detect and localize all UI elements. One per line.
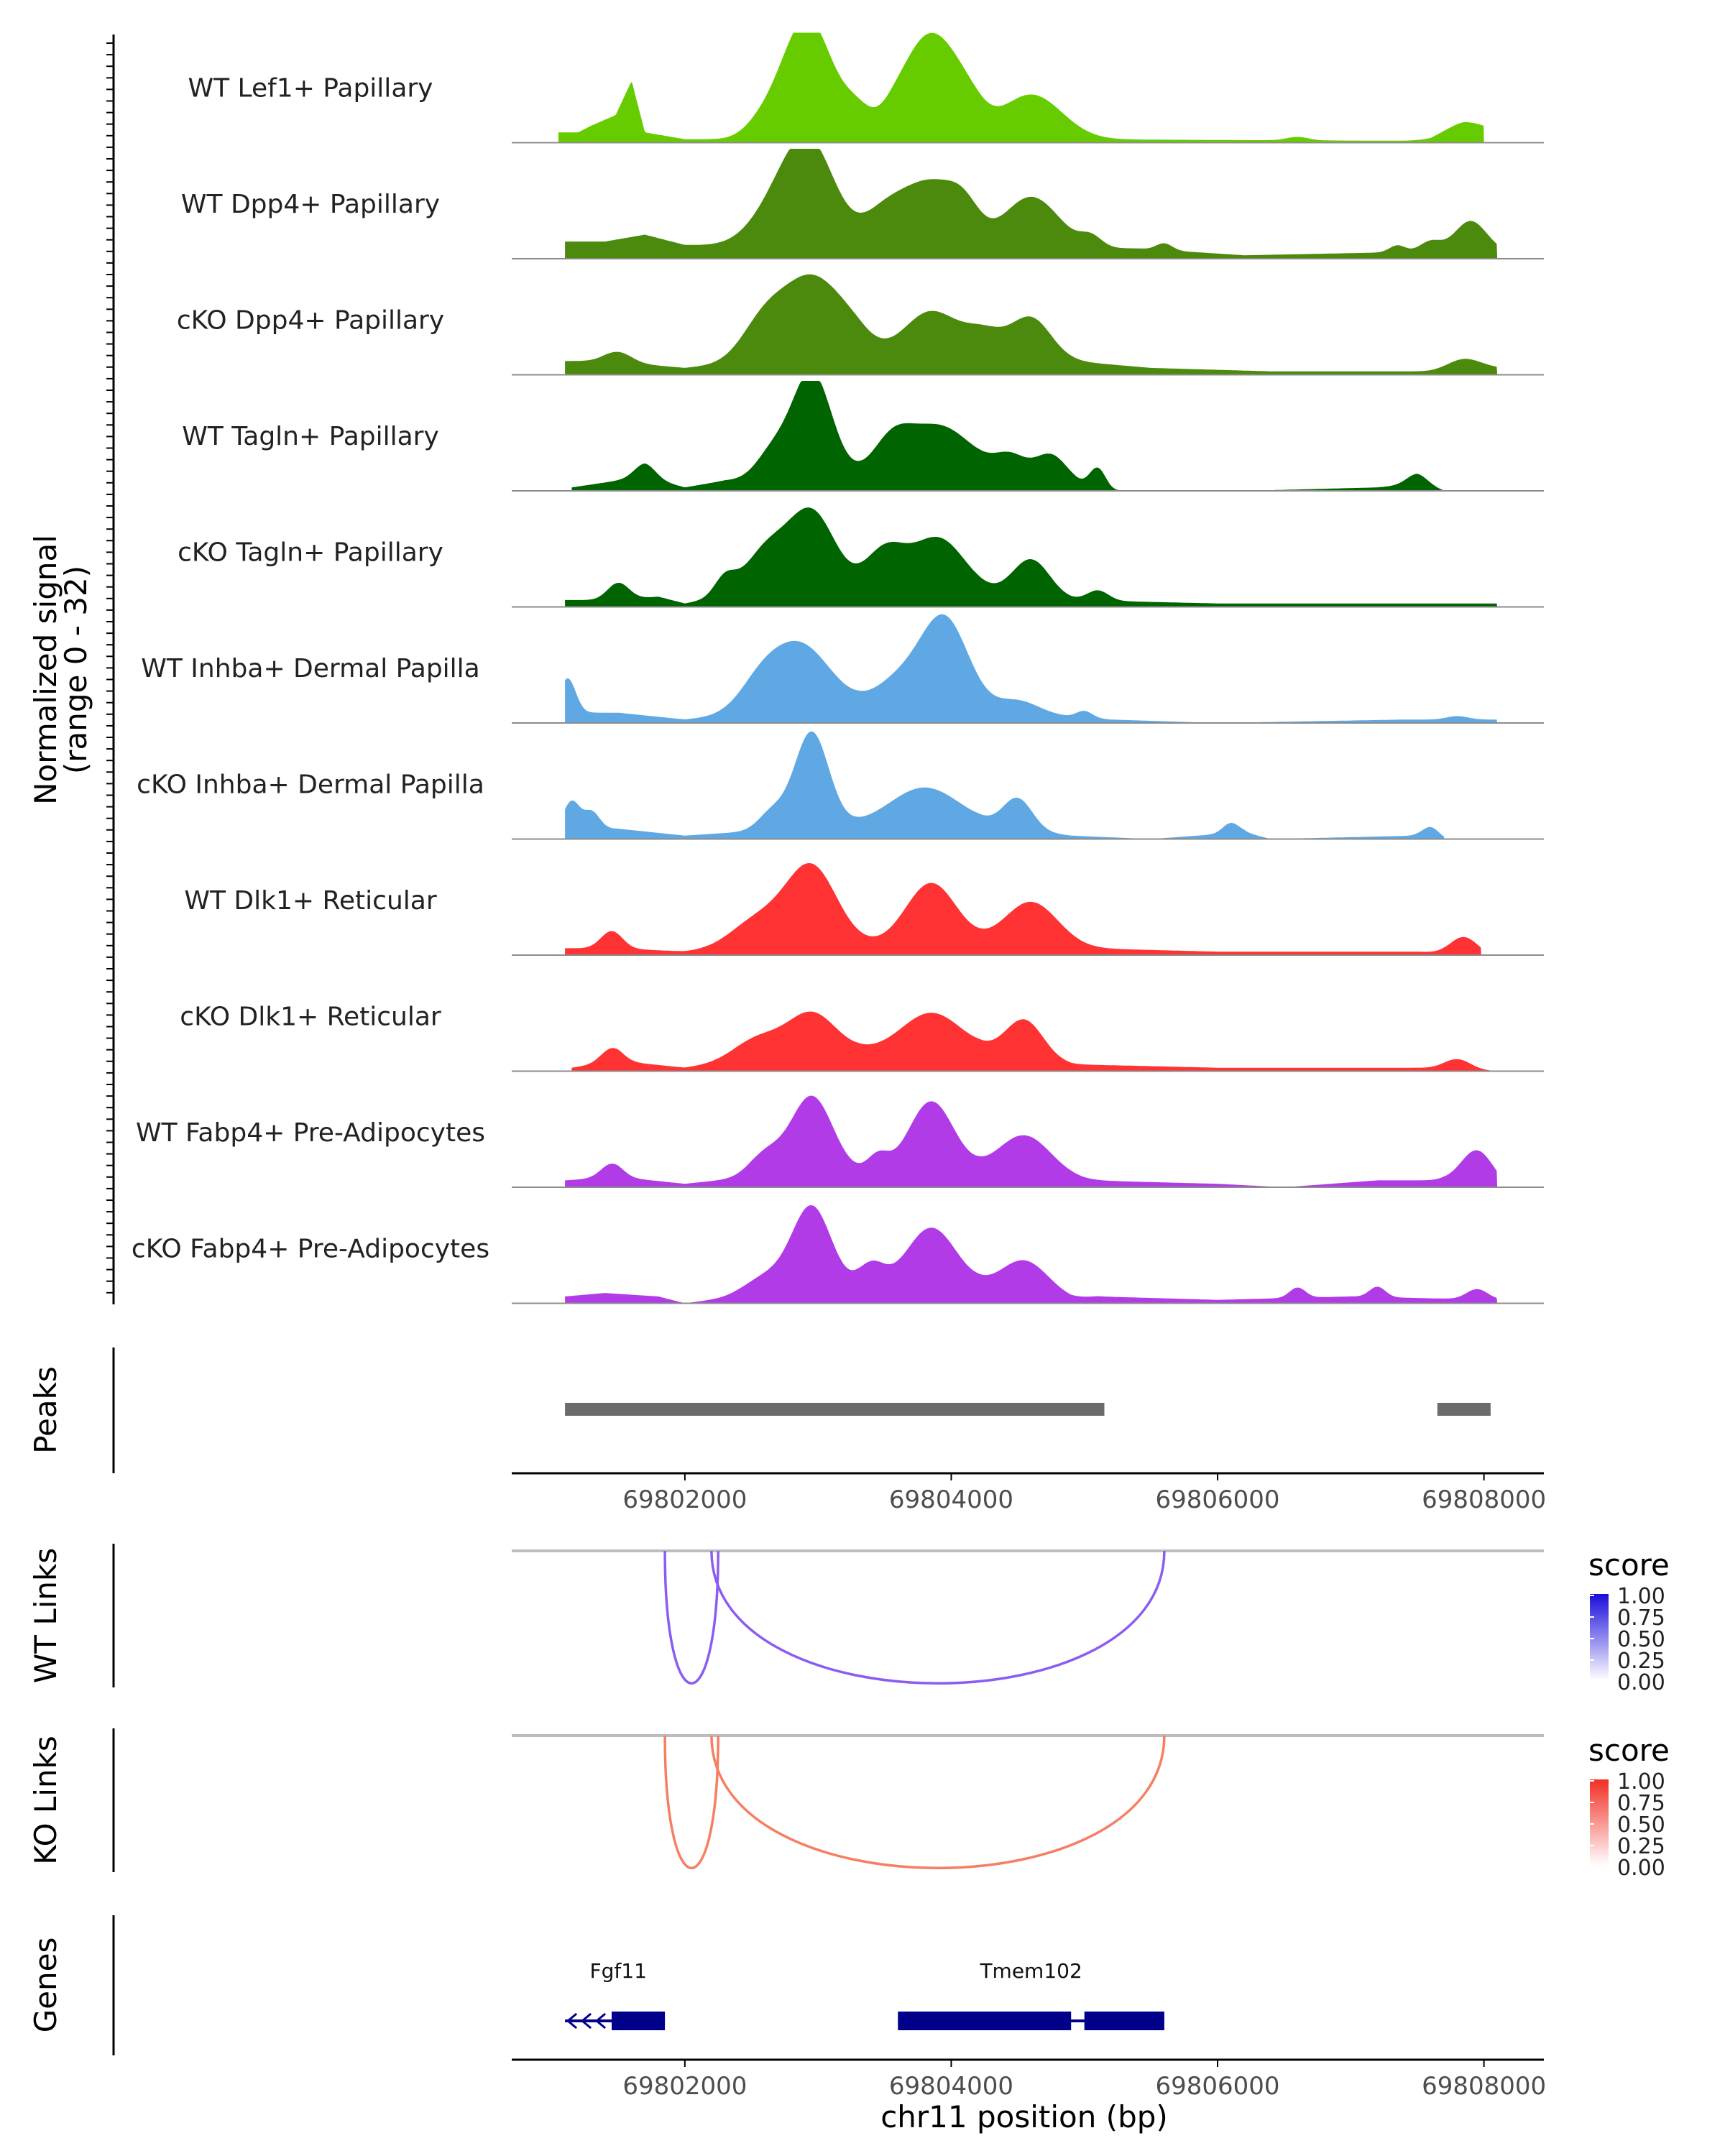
coverage-area	[571, 381, 1444, 491]
coverage-area	[565, 507, 1498, 607]
legend-tick-label: 1.00	[1617, 1769, 1665, 1795]
link-arc	[710, 1550, 1166, 1685]
coverage-track-label: WT Tagln+ Papillary	[182, 422, 439, 451]
ko-legend-colorbar	[1590, 1779, 1609, 1866]
coverage-area	[565, 1205, 1498, 1304]
gene-exon	[612, 2012, 666, 2030]
coverage-track: WT Dlk1+ Reticular	[184, 863, 1544, 956]
link-arc	[710, 1735, 1166, 1870]
links-track	[512, 1734, 1544, 1870]
coverage-y-label: Normalized signal	[28, 535, 63, 805]
legend-tick-label: 0.75	[1617, 1791, 1665, 1816]
legend-tick-label: 0.50	[1617, 1812, 1665, 1838]
x-axis-tick-label: 69802000	[622, 2072, 747, 2101]
coverage-track-label: cKO Dpp4+ Papillary	[177, 306, 444, 336]
legend-tick-label: 0.00	[1617, 1670, 1665, 1695]
coverage-track-label: cKO Tagln+ Papillary	[178, 538, 443, 568]
wt-score-legend: score 1.000.750.500.250.00	[1588, 1547, 1670, 1695]
links-track	[512, 1549, 1544, 1685]
coverage-track: WT Dpp4+ Papillary	[181, 149, 1544, 259]
coverage-track: WT Inhba+ Dermal Papilla	[141, 614, 1544, 724]
ko-legend-title: score	[1588, 1733, 1670, 1768]
coverage-track: WT Lef1+ Papillary	[188, 32, 1544, 144]
coverage-area	[558, 32, 1484, 143]
x-axis-label: chr11 position (bp)	[880, 2099, 1168, 2134]
coverage-track: cKO Inhba+ Dermal Papilla	[137, 731, 1544, 840]
ko-score-legend: score 1.000.750.500.250.00	[1588, 1733, 1670, 1881]
peaks-track	[565, 1403, 1491, 1416]
coverage-area	[565, 731, 1444, 839]
coverage-area	[565, 614, 1498, 723]
coverage-area	[565, 863, 1481, 955]
peak-interval	[1437, 1403, 1491, 1416]
genes-track: Fgf11 Tmem102	[565, 1959, 1164, 2030]
gene-model: Fgf11	[565, 1959, 666, 2030]
coverage-track-label: WT Lef1+ Papillary	[188, 74, 433, 103]
coverage-track: cKO Dpp4+ Papillary	[177, 274, 1544, 376]
x-axis-upper: 69802000 69804000 69806000 69808000	[512, 1472, 1546, 1514]
x-axis-tick-label: 69806000	[1156, 1485, 1280, 1514]
legend-tick-label: 0.25	[1617, 1834, 1665, 1859]
coverage-area	[565, 1095, 1498, 1187]
strand-arrow	[566, 2012, 578, 2030]
peaks-track-label: Peaks	[28, 1366, 63, 1454]
legend-tick-label: 1.00	[1617, 1584, 1665, 1609]
legend-tick-label: 0.25	[1617, 1649, 1665, 1674]
links-tracks	[512, 1549, 1544, 1870]
coverage-track: cKO Dlk1+ Reticular	[180, 1003, 1544, 1072]
gene-name-label: Tmem102	[979, 1959, 1082, 1983]
link-arc	[663, 1550, 719, 1685]
coverage-track: cKO Fabp4+ Pre-Adipocytes	[132, 1205, 1544, 1304]
x-axis-tick-label: 69808000	[1422, 1485, 1546, 1514]
x-axis-tick-label: 69804000	[889, 2072, 1013, 2101]
gene-exon	[898, 2012, 1072, 2030]
legend-tick-label: 0.00	[1617, 1856, 1665, 1881]
legend-tick-label: 0.75	[1617, 1606, 1665, 1631]
x-axis-tick-label: 69804000	[889, 1485, 1013, 1514]
coverage-tracks: WT Lef1+ Papillary WT Dpp4+ Papillary cKO …	[132, 32, 1544, 1304]
wt-legend-title: score	[1588, 1547, 1670, 1583]
coverage-track-label: cKO Fabp4+ Pre-Adipocytes	[132, 1235, 489, 1264]
coverage-track-label: WT Fabp4+ Pre-Adipocytes	[136, 1118, 485, 1148]
x-axis-lower: 69802000 69804000 69806000 69808000	[512, 2058, 1546, 2101]
coverage-track-label: cKO Inhba+ Dermal Papilla	[137, 770, 484, 800]
coverage-track: WT Fabp4+ Pre-Adipocytes	[136, 1095, 1544, 1188]
strand-arrow	[580, 2012, 592, 2030]
coverage-track-label: WT Dpp4+ Papillary	[181, 190, 440, 219]
coverage-area	[565, 274, 1498, 375]
coverage-y-ticks	[106, 42, 114, 1294]
coverage-y-sublabel: (range 0 - 32)	[58, 566, 93, 774]
coverage-area	[571, 1011, 1498, 1072]
ko-links-label: KO Links	[28, 1736, 63, 1865]
gene-exon	[1084, 2012, 1164, 2030]
coverage-track: cKO Tagln+ Papillary	[178, 507, 1544, 608]
x-axis-tick-label: 69802000	[622, 1485, 747, 1514]
coverage-track-label: cKO Dlk1+ Reticular	[180, 1003, 441, 1032]
legend-tick-label: 0.50	[1617, 1627, 1665, 1652]
gene-model: Tmem102	[898, 1959, 1164, 2030]
link-arc	[663, 1735, 719, 1869]
x-axis-tick-label: 69806000	[1156, 2072, 1280, 2101]
coverage-track-label: WT Inhba+ Dermal Papilla	[141, 654, 479, 683]
coverage-track-label: WT Dlk1+ Reticular	[184, 886, 436, 916]
gene-name-label: Fgf11	[590, 1959, 647, 1983]
coverage-area	[565, 149, 1498, 259]
genes-track-label: Genes	[28, 1938, 63, 2033]
strand-arrow	[594, 2012, 607, 2030]
x-axis-tick-label: 69808000	[1422, 2072, 1546, 2101]
peak-interval	[565, 1403, 1105, 1416]
wt-legend-colorbar	[1590, 1594, 1609, 1680]
coverage-track: WT Tagln+ Papillary	[182, 381, 1544, 492]
wt-links-label: WT Links	[28, 1548, 63, 1683]
